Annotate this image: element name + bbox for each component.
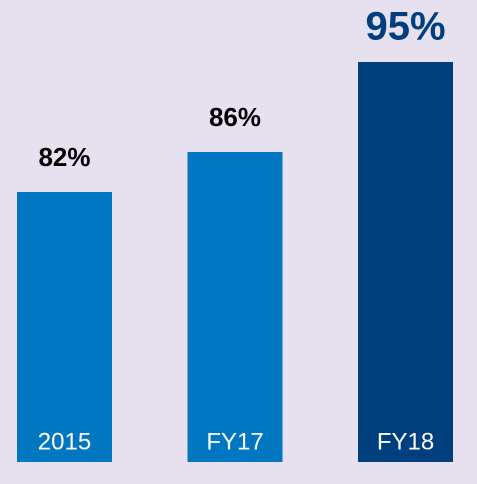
bar	[17, 192, 112, 462]
category-label: FY17	[206, 428, 263, 455]
category-label: FY18	[377, 428, 434, 455]
value-label: 95%	[365, 5, 445, 49]
bar	[358, 62, 453, 462]
category-label: 2015	[38, 428, 91, 455]
value-label: 86%	[209, 102, 261, 132]
bar	[187, 152, 283, 462]
value-label: 82%	[38, 142, 90, 172]
